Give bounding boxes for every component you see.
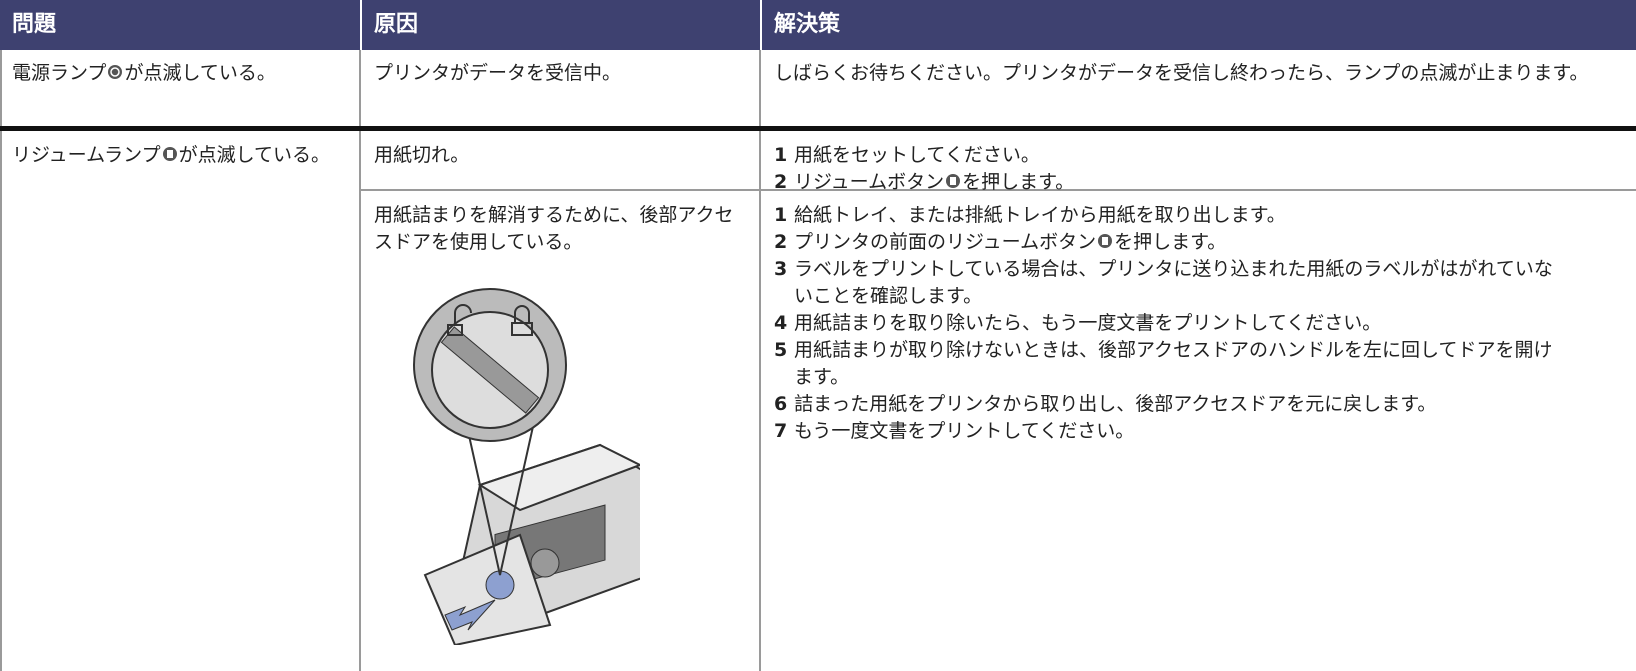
border — [759, 50, 761, 671]
resume-icon — [946, 174, 961, 188]
step-number: 1 — [774, 204, 788, 226]
step: 1 給紙トレイ、または排紙トレイから用紙を取り出します。 — [774, 202, 1554, 229]
step-number: 2 — [774, 171, 788, 193]
resume-icon — [1098, 234, 1113, 248]
step-text: 用紙詰まりが取り除けないときは、後部アクセスドアのハンドルを左に回してドアを開け… — [794, 339, 1553, 388]
step: 4 用紙詰まりを取り除いたら、もう一度文書をプリントしてください。 — [774, 310, 1554, 337]
step-text: ラベルをプリントしている場合は、プリンタに送り込まれた用紙のラベルがはがれていな… — [794, 258, 1553, 307]
border — [359, 50, 361, 671]
steps: 1 給紙トレイ、または排紙トレイから用紙を取り出します。 2 プリンタの前面のリジュー… — [774, 202, 1554, 445]
text: が点滅している。 — [124, 62, 276, 84]
step: 7 もう一度文書をプリントしてください。 — [774, 418, 1554, 445]
steps: 1 用紙をセットしてください。 2 リジュームボタン を押します。 — [774, 142, 1624, 196]
border — [0, 50, 2, 671]
step-text: プリンタの前面のリジュームボタン — [794, 231, 1097, 253]
step-number: 6 — [774, 393, 788, 415]
header-cell: 解決策 — [762, 0, 1636, 50]
step-text: 用紙をセットしてください。 — [794, 144, 1040, 166]
problem: 電源ランプ が点滅している。 — [12, 60, 352, 87]
step: 2 リジュームボタン を押します。 — [774, 169, 1624, 196]
step: 1 用紙をセットしてください。 — [774, 142, 1624, 169]
step: 3 ラベルをプリントしている場合は、プリンタに送り込まれた用紙のラベルがはがれてい… — [774, 256, 1554, 310]
step-number: 4 — [774, 312, 788, 334]
cause: 用紙詰まりを解消するために、後部アクセスドアを使用している。 — [374, 204, 734, 253]
row-divider — [0, 126, 1636, 131]
solution: しばらくお待ちください。プリンタがデータを受信し終わったら、ランプの点滅が止まり… — [774, 62, 1589, 84]
step-text: を押します。 — [962, 171, 1075, 193]
step-number: 2 — [774, 231, 788, 253]
power-icon — [108, 65, 123, 79]
row-divider — [360, 189, 1636, 191]
header-cell: 原因 — [362, 0, 760, 50]
step-text: 給紙トレイ、または排紙トレイから用紙を取り出します。 — [794, 204, 1286, 226]
step: 6 詰まった用紙をプリンタから取り出し、後部アクセスドアを元に戻します。 — [774, 391, 1554, 418]
text: が点滅している。 — [178, 144, 331, 166]
step-number: 5 — [774, 339, 788, 361]
step-number: 7 — [774, 420, 788, 442]
problem: リジュームランプ が点滅している。 — [12, 142, 342, 169]
step-text: 用紙詰まりを取り除いたら、もう一度文書をプリントしてください。 — [794, 312, 1382, 334]
step-text: 詰まった用紙をプリンタから取り出し、後部アクセスドアを元に戻します。 — [794, 393, 1437, 415]
step: 2 プリンタの前面のリジュームボタン を押します。 — [774, 229, 1554, 256]
step: 5 用紙詰まりが取り除けないときは、後部アクセスドアのハンドルを左に回してドアを開… — [774, 337, 1554, 391]
cause: 用紙切れ。 — [374, 144, 470, 166]
step-number: 1 — [774, 144, 788, 166]
text: リジュームランプ — [12, 144, 161, 166]
step-text: もう一度文書をプリントしてください。 — [794, 420, 1135, 442]
text: 電源ランプ — [12, 62, 107, 84]
step-text: を押します。 — [1114, 231, 1227, 253]
printer-illustration — [413, 288, 640, 645]
cause: プリンタがデータを受信中。 — [374, 62, 622, 84]
resume-icon — [162, 147, 177, 161]
step-number: 3 — [774, 258, 788, 280]
step-text: リジュームボタン — [794, 171, 945, 193]
header-cell: 問題 — [0, 0, 360, 50]
